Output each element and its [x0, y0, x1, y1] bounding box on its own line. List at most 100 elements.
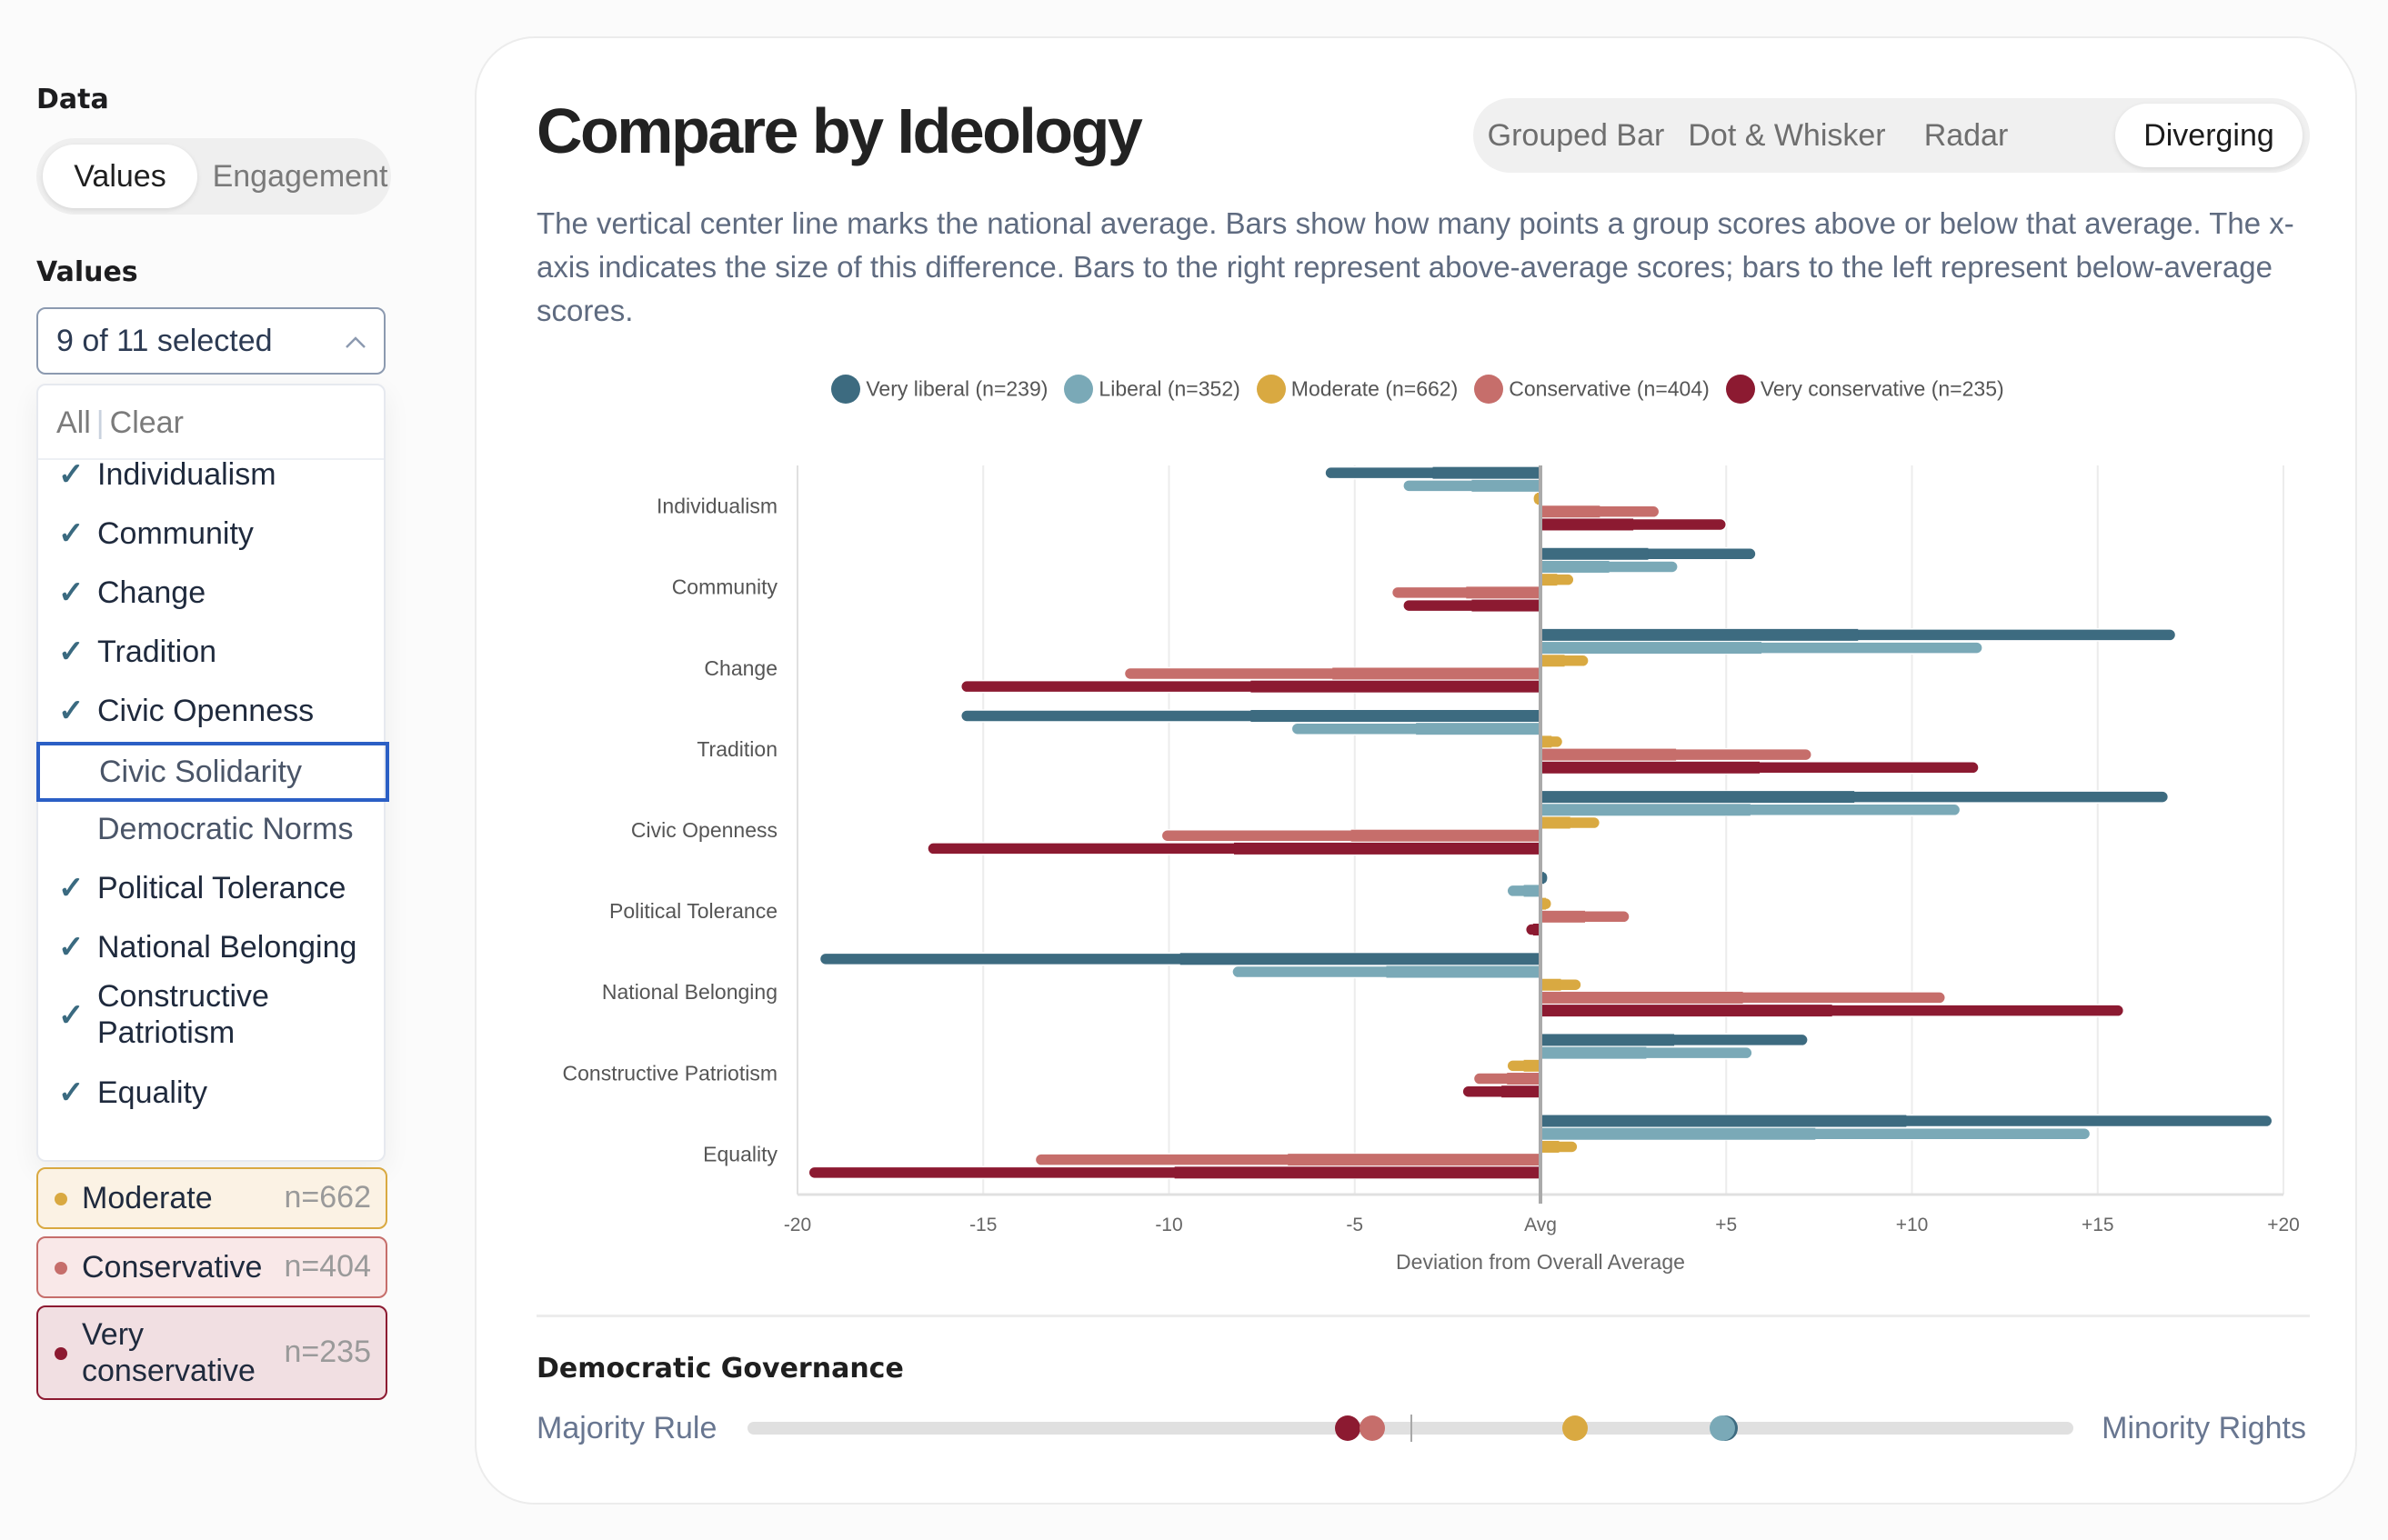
tab-dot-whisker[interactable]: Dot & Whisker	[1688, 118, 1886, 153]
group-color-dot	[55, 1347, 67, 1360]
bar-base-very-conservative-civic-openness	[1233, 842, 1540, 855]
bar-base-conservative-political-tolerance	[1540, 910, 1586, 923]
bar-base-very-liberal-tradition	[1250, 709, 1540, 722]
toggle-values[interactable]: Values	[43, 145, 197, 208]
value-option-label: Democratic Norms	[97, 812, 354, 846]
governance-title: Democratic Governance	[537, 1353, 904, 1385]
values-multiselect[interactable]: 9 of 11 selected	[36, 307, 386, 375]
governance-dot-moderate[interactable]	[1561, 1415, 1588, 1441]
governance-dot-very-conservative[interactable]	[1335, 1415, 1361, 1441]
value-option-label: Community	[97, 516, 254, 551]
x-axis-title: Deviation from Overall Average	[1396, 1250, 1685, 1274]
chart-legend: Very liberal (n=239) Liberal (n=352) Moder…	[477, 375, 2359, 404]
value-option-individualism[interactable]: ✓ Individualism	[38, 447, 387, 502]
tab-grouped-bar[interactable]: Grouped Bar	[1487, 118, 1665, 153]
value-option-national-belonging[interactable]: ✓ National Belonging	[38, 920, 387, 975]
category-label-political-tolerance: Political Tolerance	[609, 899, 778, 923]
group-count: n=404	[284, 1249, 372, 1284]
bar-base-moderate-equality	[1540, 1140, 1560, 1153]
x-tick-label: -10	[1155, 1215, 1182, 1235]
bar-base-very-liberal-community	[1540, 547, 1649, 560]
value-option-label: Constructive Patriotism	[97, 979, 269, 1050]
bar-base-liberal-individualism	[1471, 479, 1540, 492]
legend-swatch	[1064, 375, 1094, 404]
value-option-civic-solidarity[interactable]: Civic Solidarity	[36, 742, 389, 802]
value-option-civic-openness[interactable]: ✓ Civic Openness	[38, 684, 387, 738]
value-option-political-tolerance[interactable]: ✓ Political Tolerance	[38, 861, 387, 915]
x-tick-label: -5	[1346, 1215, 1363, 1235]
bar-base-very-conservative-political-tolerance	[1532, 924, 1540, 936]
bar-base-liberal-constructive-patriotism	[1540, 1046, 1647, 1059]
tab-radar[interactable]: Radar	[1923, 118, 2009, 153]
data-heading: Data	[36, 84, 109, 115]
value-option-label: National Belonging	[97, 930, 357, 965]
checkmark-icon: ✓	[58, 1075, 85, 1110]
chart-type-tabs: Grouped Bar Dot & Whisker Radar Divergin…	[1473, 98, 2310, 173]
bar-base-moderate-change	[1540, 655, 1565, 667]
bar-base-moderate-tradition	[1540, 735, 1552, 748]
legend-item-very-conservative[interactable]: Very conservative (n=235)	[1725, 375, 2004, 404]
bar-base-very-liberal-individualism	[1432, 466, 1540, 479]
bar-base-conservative-change	[1332, 667, 1540, 680]
value-option-label: Political Tolerance	[97, 871, 346, 905]
bar-base-very-conservative-constructive-patriotism	[1501, 1085, 1540, 1098]
x-tick-label: +15	[2082, 1215, 2114, 1235]
legend-item-very-liberal[interactable]: Very liberal (n=239)	[831, 375, 1048, 404]
group-color-dot	[55, 1193, 67, 1205]
category-label-constructive-patriotism: Constructive Patriotism	[563, 1061, 778, 1085]
legend-swatch	[1474, 375, 1504, 404]
toggle-engagement[interactable]: Engagement	[212, 159, 388, 194]
group-count: n=235	[284, 1335, 372, 1369]
value-option-change[interactable]: ✓ Change	[38, 565, 387, 620]
x-tick-label: -20	[784, 1215, 811, 1235]
bar-base-moderate-political-tolerance	[1540, 897, 1547, 910]
value-option-label: Tradition	[97, 635, 217, 669]
bar-base-very-conservative-equality	[1174, 1166, 1540, 1179]
legend-item-liberal[interactable]: Liberal (n=352)	[1064, 375, 1240, 404]
legend-item-conservative[interactable]: Conservative (n=404)	[1474, 375, 1710, 404]
value-option-democratic-norms[interactable]: Democratic Norms	[38, 802, 387, 856]
checkmark-icon: ✓	[58, 516, 85, 551]
bar-base-liberal-civic-openness	[1540, 804, 1751, 816]
value-option-label: Change	[97, 575, 206, 610]
value-option-constructive-patriotism[interactable]: ✓ Constructive Patriotism	[38, 975, 387, 1056]
group-chip-conservative[interactable]: Conservative n=404	[36, 1236, 387, 1298]
value-option-community[interactable]: ✓ Community	[38, 506, 387, 561]
governance-dot-liberal[interactable]	[1709, 1415, 1735, 1441]
value-option-label: Individualism	[97, 457, 276, 492]
governance-average-marker	[1410, 1415, 1412, 1442]
category-label-community: Community	[672, 575, 778, 599]
governance-dot-conservative[interactable]	[1359, 1415, 1385, 1441]
clear-link[interactable]: Clear	[109, 405, 184, 440]
tab-diverging[interactable]: Diverging	[2115, 104, 2303, 167]
checkmark-icon: ✓	[58, 871, 85, 905]
legend-swatch	[1256, 375, 1286, 404]
bar-base-very-liberal-national-belonging	[1179, 953, 1540, 965]
category-label-national-belonging: National Belonging	[602, 980, 778, 1004]
select-all-link[interactable]: All	[56, 405, 91, 440]
bar-base-conservative-individualism	[1540, 505, 1600, 518]
legend-label: Very conservative (n=235)	[1760, 376, 2004, 401]
value-option-label: Civic Solidarity	[99, 755, 302, 789]
group-chip-very-conservative[interactable]: Very conservative n=235	[36, 1305, 387, 1400]
page-title: Compare by Ideology	[537, 95, 1143, 166]
checkmark-icon: ✓	[58, 457, 85, 492]
bar-base-liberal-community	[1540, 560, 1610, 573]
group-chip-moderate[interactable]: Moderate n=662	[36, 1167, 387, 1229]
bar-base-very-conservative-national-belonging	[1540, 1005, 1832, 1017]
bar-base-conservative-tradition	[1540, 748, 1677, 761]
bar-base-moderate-constructive-patriotism	[1523, 1059, 1540, 1072]
chevron-up-icon	[346, 336, 366, 348]
value-option-tradition[interactable]: ✓ Tradition	[38, 625, 387, 679]
checkmark-icon: ✓	[58, 998, 85, 1033]
chart-description: The vertical center line marks the natio…	[537, 206, 2294, 327]
bar-base-conservative-civic-openness	[1350, 829, 1540, 842]
bar-base-conservative-national-belonging	[1540, 991, 1743, 1004]
bar-base-very-conservative-change	[1250, 680, 1540, 693]
group-color-dot	[55, 1262, 67, 1275]
legend-item-moderate[interactable]: Moderate (n=662)	[1256, 375, 1458, 404]
bar-base-liberal-change	[1540, 642, 1762, 655]
values-heading: Values	[36, 256, 138, 288]
value-option-equality[interactable]: ✓ Equality	[38, 1065, 387, 1120]
group-name: Very conservative	[82, 1317, 256, 1388]
